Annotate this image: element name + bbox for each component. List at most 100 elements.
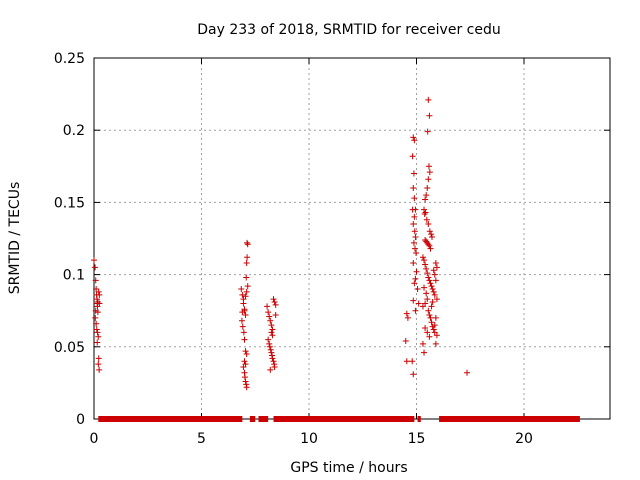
data-point <box>431 291 438 298</box>
data-point <box>95 333 102 340</box>
data-point <box>93 326 100 333</box>
data-point <box>272 312 279 319</box>
data-point <box>238 286 245 293</box>
data-point <box>244 254 251 261</box>
data-point <box>96 366 103 373</box>
data-point <box>403 358 410 365</box>
zero-value-points <box>98 416 243 422</box>
data-point <box>427 280 434 287</box>
data-point <box>422 196 429 203</box>
data-point <box>432 277 439 284</box>
data-point <box>243 384 250 391</box>
data-point <box>428 231 435 238</box>
data-point <box>426 277 433 284</box>
data-point <box>266 340 273 347</box>
data-point <box>242 361 249 368</box>
data-point <box>426 169 433 176</box>
data-point <box>92 277 99 284</box>
data-point <box>272 301 279 308</box>
y-tick-label: 0.05 <box>54 340 85 356</box>
data-point <box>421 349 428 356</box>
data-point <box>240 329 247 336</box>
data-point <box>244 283 251 290</box>
grid-lines <box>94 58 610 419</box>
data-point <box>239 323 246 330</box>
data-point <box>429 286 436 293</box>
data-point <box>427 314 434 321</box>
data-point <box>92 264 99 271</box>
data-point <box>423 265 430 272</box>
data-point <box>410 170 417 177</box>
data-point <box>243 274 250 281</box>
data-point <box>410 184 417 191</box>
data-point <box>410 221 417 228</box>
data-point <box>270 296 277 303</box>
data-point <box>93 286 100 293</box>
data-point <box>267 346 274 353</box>
data-point <box>433 264 440 271</box>
data-point <box>428 319 435 326</box>
data-point <box>244 241 251 248</box>
data-point <box>423 192 430 199</box>
data-point <box>432 260 439 267</box>
data-point <box>424 329 431 336</box>
data-point <box>432 314 439 321</box>
data-point <box>241 358 248 365</box>
data-point <box>423 290 430 297</box>
data-point <box>269 326 276 333</box>
data-point <box>268 349 275 356</box>
x-tick-label: 0 <box>90 431 99 447</box>
x-axis-label: GPS time / hours <box>290 460 407 476</box>
data-point <box>239 291 246 298</box>
data-point <box>264 303 271 310</box>
data-point <box>94 339 101 346</box>
data-point <box>426 228 433 235</box>
data-point <box>403 310 410 317</box>
data-point <box>411 280 418 287</box>
data-point <box>430 326 437 333</box>
data-point <box>425 221 432 228</box>
data-point <box>410 239 417 246</box>
data-point <box>412 206 419 213</box>
y-tick-label: 0.2 <box>63 123 85 139</box>
data-point <box>409 358 416 365</box>
data-point <box>425 241 432 248</box>
data-point <box>242 378 249 385</box>
data-point <box>413 249 420 256</box>
data-point <box>271 299 278 306</box>
data-point <box>421 210 428 217</box>
data-points <box>91 96 580 422</box>
data-point <box>433 332 440 339</box>
data-point <box>412 275 419 282</box>
zero-value-points <box>417 416 421 422</box>
data-point <box>95 361 102 368</box>
data-point <box>95 288 102 295</box>
data-point <box>92 314 99 321</box>
plot-frame <box>93 57 611 420</box>
data-point <box>91 257 97 264</box>
data-point <box>422 261 429 268</box>
x-tick-label: 10 <box>300 431 318 447</box>
data-point <box>243 288 250 295</box>
data-point <box>240 296 247 303</box>
data-point <box>426 242 433 249</box>
data-point <box>96 300 103 307</box>
y-tick-label: 0 <box>76 412 85 428</box>
x-tick-label: 15 <box>408 431 426 447</box>
data-point <box>430 288 437 295</box>
zero-value-points <box>273 416 415 422</box>
data-point <box>411 213 418 220</box>
data-point <box>425 307 432 314</box>
y-tick-label: 0.15 <box>54 195 85 211</box>
data-point <box>415 300 422 307</box>
data-point <box>425 96 432 103</box>
data-point <box>92 307 99 314</box>
data-point <box>419 303 426 310</box>
data-point <box>266 313 273 320</box>
data-point <box>421 257 428 264</box>
data-point <box>421 206 428 213</box>
data-point <box>94 329 101 336</box>
data-point <box>419 340 426 347</box>
data-point <box>238 317 245 324</box>
data-point <box>266 343 273 350</box>
